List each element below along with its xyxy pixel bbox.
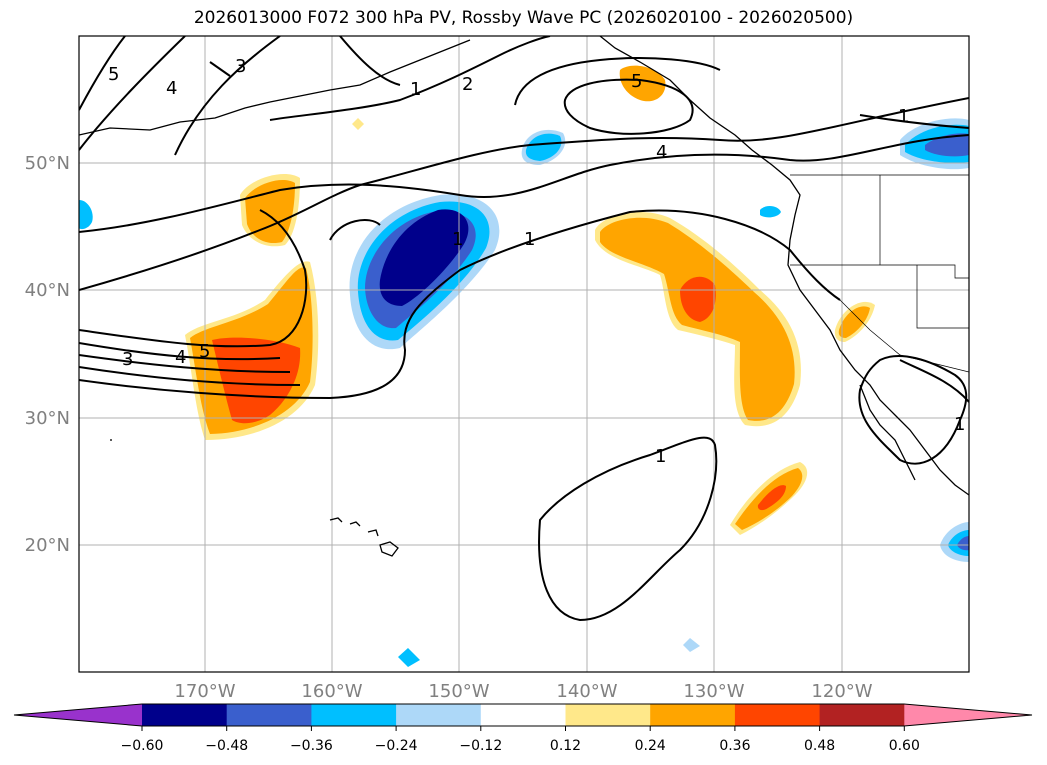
- chart-title: 2026013000 F072 300 hPa PV, Rossby Wave …: [193, 8, 854, 28]
- colorbar-tick-label: −0.36: [290, 738, 333, 754]
- colorbar-swatch: [396, 704, 482, 726]
- contour-label: 5: [199, 341, 210, 362]
- lat-label: 20°N: [25, 535, 70, 556]
- lon-label: 150°W: [428, 681, 489, 702]
- colorbar-swatch: [311, 704, 397, 726]
- colorbar-tick-label: −0.48: [205, 738, 248, 754]
- colorbar-swatch: [142, 704, 228, 726]
- colorbar-extend-high: [904, 704, 1032, 726]
- contour-label: 4: [166, 78, 177, 99]
- graticule: [79, 36, 969, 672]
- colorbar-tick-label: −0.12: [459, 738, 502, 754]
- longitude-labels: 170°W 160°W 150°W 140°W 130°W 120°W: [174, 681, 872, 702]
- colorbar-swatch: [565, 704, 651, 726]
- lat-label: 40°N: [25, 280, 70, 301]
- contour-label: 3: [235, 56, 246, 77]
- lon-label: 140°W: [556, 681, 617, 702]
- contour-label: 2: [462, 74, 473, 95]
- contour-label: 1: [524, 229, 535, 250]
- contour-label: 5: [631, 71, 642, 92]
- lon-label: 130°W: [683, 681, 744, 702]
- lat-label: 30°N: [25, 408, 70, 429]
- contour-labels: 5 4 3 1 2 5 4 1 1 1 3 4 5 1 1: [108, 56, 965, 467]
- colorbar-ticks: −0.60 −0.48 −0.36 −0.24 −0.12 0.12 0.24 0.36 0.4…: [121, 726, 920, 754]
- contour-label: 4: [656, 142, 667, 163]
- lon-label: 160°W: [301, 681, 362, 702]
- colorbar-tick-label: 0.36: [719, 738, 750, 754]
- contour-label: 1: [410, 79, 421, 100]
- negative-anomaly-region: [79, 200, 93, 230]
- pv-contours: [79, 36, 969, 622]
- colorbar-swatch: [480, 704, 566, 726]
- pv-shading: [79, 65, 969, 667]
- colorbar-tick-label: 0.48: [804, 738, 835, 754]
- latitude-labels: 50°N 40°N 30°N 20°N: [25, 153, 70, 556]
- lon-label: 120°W: [811, 681, 872, 702]
- map-area: 5 4 3 1 2 5 4 1 1 1 3 4 5 1 1: [79, 36, 969, 672]
- coastlines: [79, 36, 969, 557]
- colorbar-swatch: [226, 704, 312, 726]
- contour-label: 3: [122, 349, 133, 370]
- colorbar-swatch: [819, 704, 905, 726]
- colorbar-tick-label: −0.60: [121, 738, 164, 754]
- positive-anomaly-region: [619, 65, 666, 102]
- colorbar-tick-label: 0.12: [550, 738, 581, 754]
- contour-label: 1: [655, 446, 666, 467]
- colorbar-swatches: [14, 704, 1032, 726]
- colorbar-swatch: [734, 704, 821, 726]
- colorbar-swatch: [650, 704, 736, 726]
- colorbar-tick-label: −0.24: [375, 738, 418, 754]
- lat-label: 50°N: [25, 153, 70, 174]
- lon-label: 170°W: [174, 681, 235, 702]
- contour-label: 4: [175, 347, 186, 368]
- colorbar-tick-label: 0.60: [889, 738, 920, 754]
- map-frame: [78, 35, 970, 673]
- contour-label: 5: [108, 64, 119, 85]
- colorbar-tick-label: 0.24: [635, 738, 666, 754]
- colorbar-extend-low: [14, 704, 142, 726]
- contour-label: 1: [898, 106, 909, 127]
- contour-label: 1: [452, 229, 463, 250]
- contour-label: 1: [954, 414, 965, 435]
- borders: [790, 174, 969, 373]
- colorbar: −0.60 −0.48 −0.36 −0.24 −0.12 0.12 0.24 0.36 0.4…: [13, 703, 1033, 754]
